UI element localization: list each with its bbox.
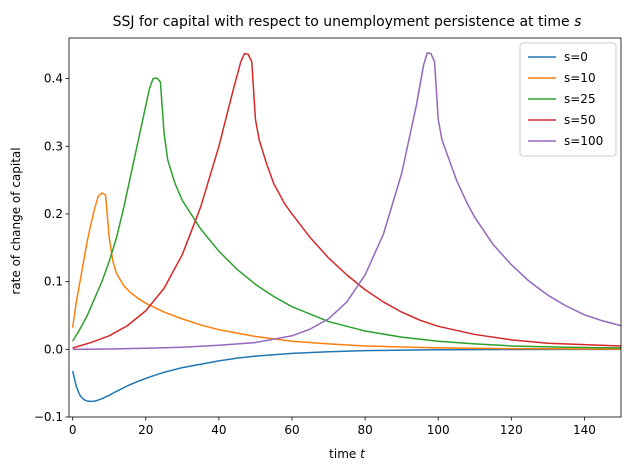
x-axis-label-prefix: time: [329, 447, 360, 461]
y-tick-label-1: 0.0: [44, 342, 63, 356]
y-tick-label-5: 0.4: [44, 72, 63, 86]
chart-title-prefix: SSJ for capital with respect to unemploy…: [113, 14, 574, 30]
y-axis-label: rate of change of capital: [9, 147, 23, 294]
x-tick-label-100: 100: [427, 423, 450, 437]
legend-label-s=10: s=10: [564, 71, 596, 85]
x-tick-label-20: 20: [138, 423, 153, 437]
legend-label-s=100: s=100: [564, 134, 603, 148]
x-tick-label-40: 40: [211, 423, 226, 437]
x-tick-label-60: 60: [284, 423, 299, 437]
axes-layer: 0 20 40 60 80 100 120 140 −0.1 0.0 0.1 0.2 0.3 0.4: [34, 37, 622, 437]
y-tick-label-4: 0.3: [44, 139, 63, 153]
x-axis-label: time t: [329, 447, 366, 461]
series-line-s=25: [72, 77, 621, 349]
legend-label-s=25: s=25: [564, 92, 596, 106]
series-line-s=100: [72, 52, 621, 351]
x-tick-label-0: 0: [69, 423, 77, 437]
chart-title-variable: s: [574, 14, 581, 30]
legend-label-s=50: s=50: [564, 113, 596, 127]
x-tick-label-80: 80: [357, 423, 372, 437]
series-line-s=0: [71, 348, 621, 403]
legend: s=0 s=10 s=25 s=50 s=100: [519, 42, 617, 157]
x-axis-label-variable: t: [360, 447, 366, 461]
legend-box: [519, 42, 617, 157]
y-tick-label-2: 0.1: [44, 275, 63, 289]
y-tick-label-3: 0.2: [44, 207, 63, 221]
series-line-s=10: [71, 192, 621, 350]
x-tick-label-120: 120: [500, 423, 523, 437]
chart-title: SSJ for capital with respect to unemploy…: [113, 14, 582, 30]
y-tick-label-0: −0.1: [34, 410, 63, 424]
series-line-s=50: [72, 52, 621, 349]
legend-label-s=0: s=0: [564, 50, 588, 64]
x-tick-label-140: 140: [573, 423, 596, 437]
axes-frame: [68, 37, 622, 418]
series-layer: [71, 52, 621, 403]
